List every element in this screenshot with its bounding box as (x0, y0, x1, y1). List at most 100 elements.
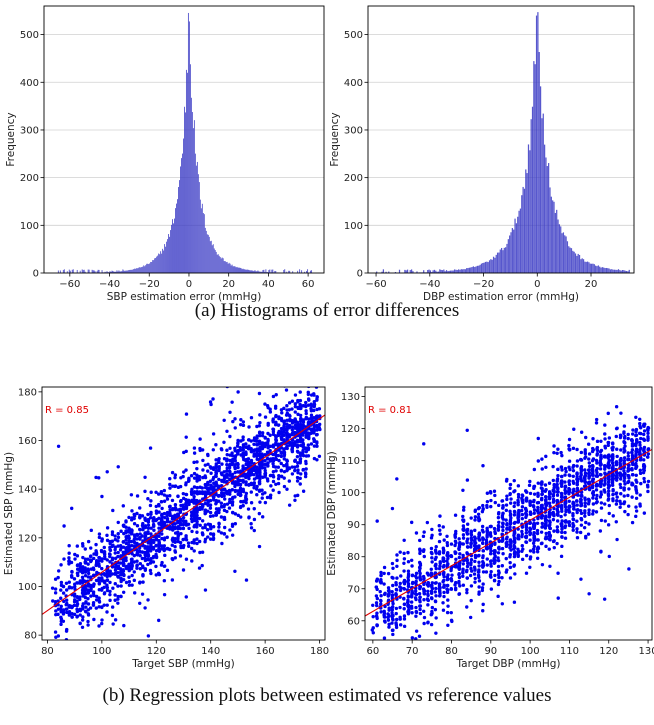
scatter-point (94, 578, 99, 583)
scatter-point (630, 466, 634, 471)
scatter-point (70, 615, 74, 619)
scatter-point (571, 517, 575, 521)
scatter-point (646, 452, 651, 456)
scatter-point (586, 497, 591, 502)
scatter-point (146, 557, 150, 561)
scatter-point (445, 559, 449, 563)
scatter-point (67, 580, 71, 584)
scatter-point (56, 612, 60, 617)
scatter-point (528, 491, 533, 496)
scatter-point (395, 553, 399, 557)
histogram-bar (545, 157, 547, 273)
histogram-bar (201, 203, 203, 273)
scatter-point (407, 666, 410, 669)
scatter-point (548, 564, 552, 568)
scatter-point (296, 493, 300, 498)
scatter-point (228, 497, 232, 502)
scatter-point (200, 519, 205, 523)
scatter-point (504, 508, 509, 513)
scatter-point (195, 513, 199, 518)
scatter-point (563, 505, 568, 509)
scatter-point (488, 524, 492, 529)
scatter-point (433, 581, 438, 585)
scatter-point (410, 673, 413, 676)
scatter-point (630, 495, 634, 499)
scatter-point (113, 572, 118, 576)
scatter-point (425, 571, 430, 575)
scatter-point (571, 463, 576, 468)
scatter-point (290, 441, 294, 446)
scatter-point (290, 449, 295, 453)
scatter-point (473, 559, 477, 564)
scatter-point (379, 640, 382, 643)
scatter-point (548, 526, 552, 530)
scatter-point (208, 510, 213, 515)
scatter-point (81, 607, 85, 611)
scatter-point (71, 651, 74, 654)
scatter-point (607, 554, 612, 559)
histogram-bar (538, 52, 540, 273)
scatter-point (314, 444, 319, 448)
histogram-bar (213, 248, 215, 273)
scatter-point (154, 490, 158, 494)
scatter-point (255, 493, 259, 497)
scatter-point (130, 552, 134, 556)
scatter-point (67, 586, 72, 590)
histogram-bar (239, 267, 241, 273)
scatter-point (607, 489, 611, 493)
scatter-point (296, 425, 300, 429)
scatter-point (113, 545, 118, 549)
scatter-point (132, 591, 137, 595)
scatter-point (532, 530, 536, 535)
scatter-point (481, 555, 485, 560)
histogram-bar (96, 271, 98, 273)
scatter-point (241, 480, 246, 484)
scatter-point (410, 573, 415, 577)
histogram-bar (84, 271, 86, 273)
scatter-point (148, 446, 153, 450)
scatter-point (252, 507, 256, 511)
scatter-point (211, 489, 216, 493)
scatter-point (414, 605, 418, 610)
histogram-bar (271, 269, 273, 273)
scatter-point (406, 584, 411, 589)
caption-b: (b) Regression plots between estimated v… (102, 685, 552, 706)
scatter-point (138, 581, 142, 585)
scatter-point (225, 429, 229, 433)
scatter-point (111, 586, 115, 590)
histogram-bar (460, 269, 462, 273)
histogram-bar (495, 254, 497, 273)
scatter-point (398, 588, 403, 593)
scatter-point (129, 557, 134, 562)
scatter-point (179, 476, 183, 480)
scatter-point (619, 477, 623, 481)
histogram-bar (165, 246, 167, 273)
scatter-point (315, 397, 319, 401)
histogram-bar (564, 235, 566, 273)
scatter-point (208, 498, 213, 503)
scatter-point (572, 427, 576, 431)
x-tick-label: 60 (366, 646, 379, 657)
histogram-bar (159, 254, 161, 273)
scatter-point (233, 470, 237, 475)
scatter-point (504, 503, 509, 507)
histogram-bar (104, 271, 106, 273)
histogram-bar (69, 270, 71, 273)
scatter-point (543, 483, 548, 487)
scatter-point (273, 450, 278, 455)
scatter-point (298, 482, 302, 486)
scatter-point (154, 564, 158, 569)
scatter-point (170, 543, 174, 547)
scatter-point (203, 509, 207, 514)
scatter-point (457, 555, 462, 560)
scatter-point (225, 462, 229, 467)
scatter-point (594, 484, 599, 488)
scatter-point (263, 435, 267, 440)
scatter-point (64, 598, 69, 602)
scatter-point (501, 552, 505, 556)
scatter-point (391, 601, 395, 606)
histogram-bar (623, 270, 625, 273)
scatter-point (201, 468, 205, 472)
scatter-point (290, 432, 294, 437)
